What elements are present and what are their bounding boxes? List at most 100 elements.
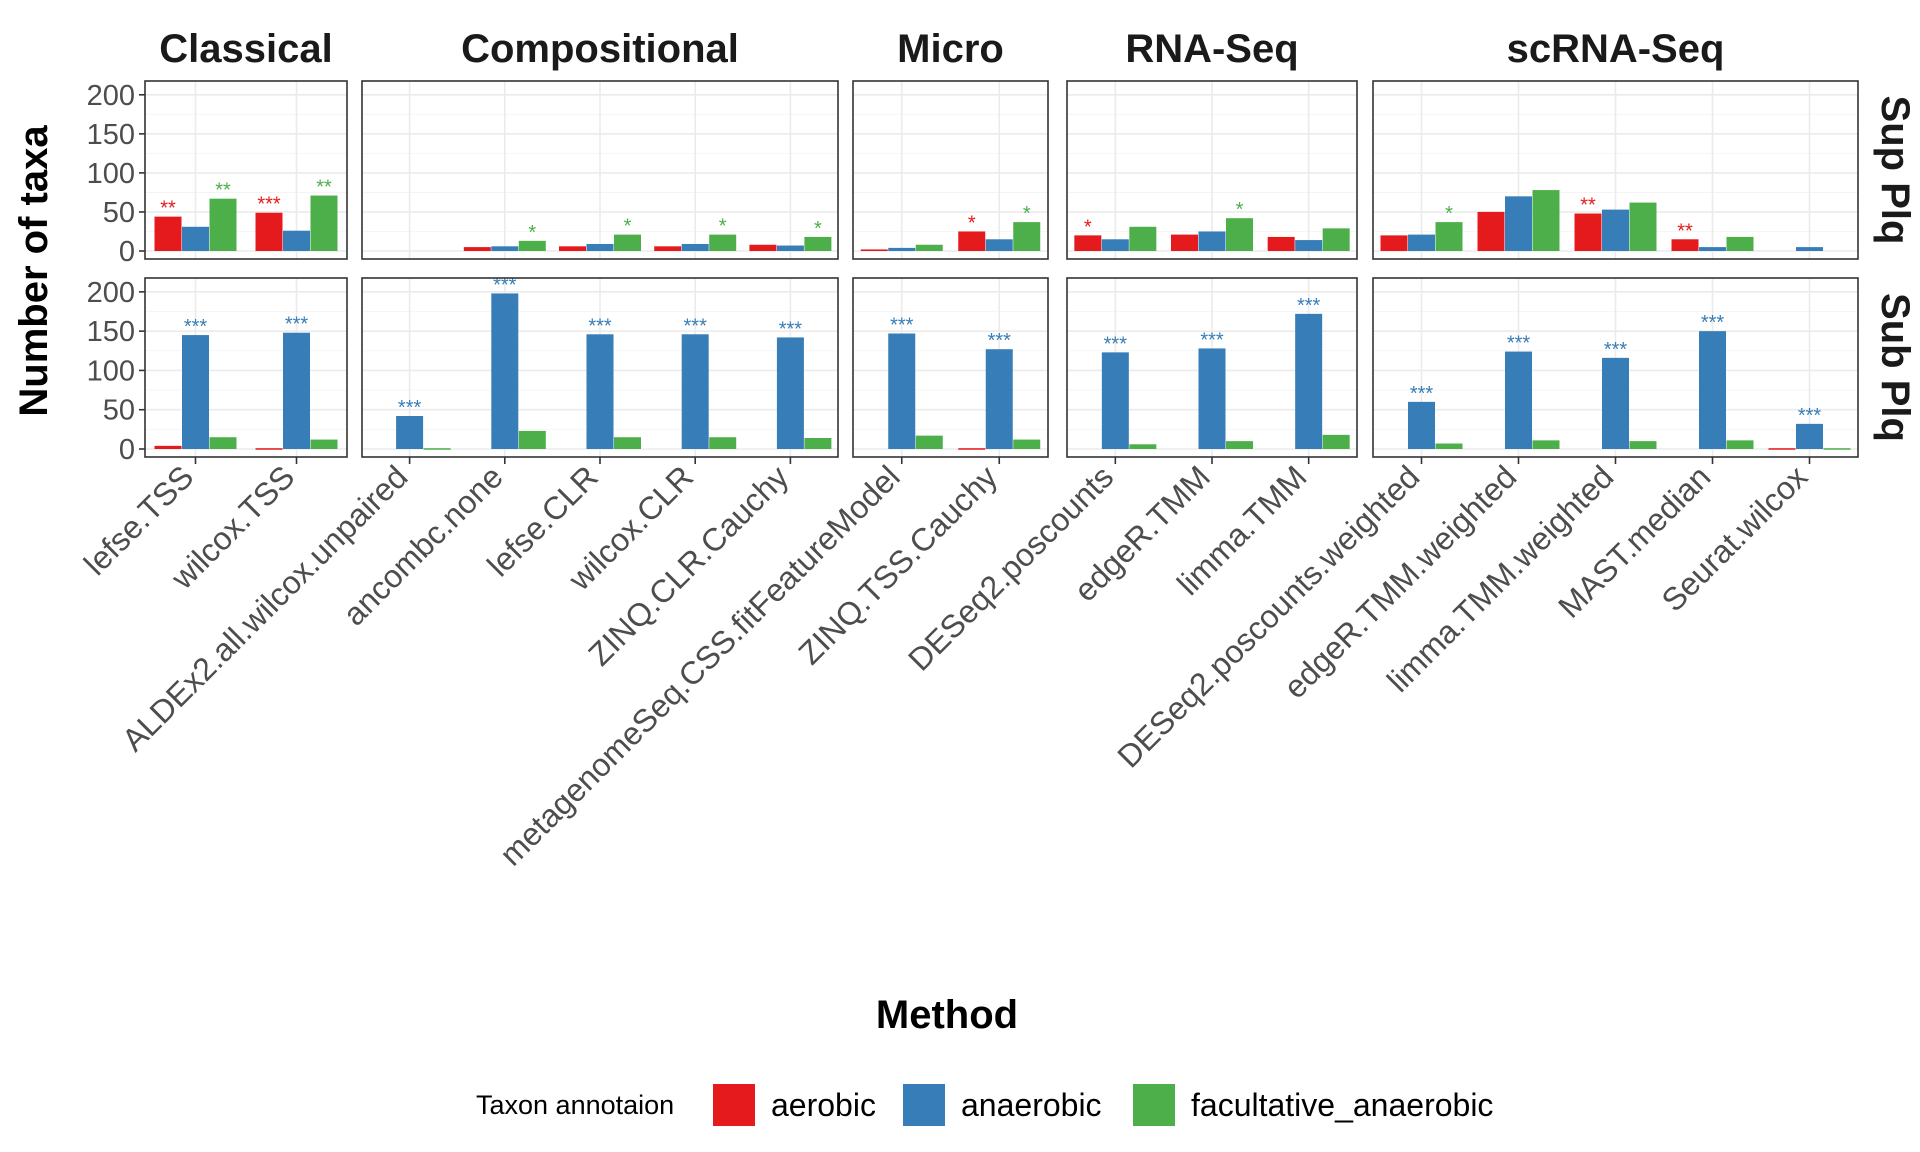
significance-label: *** [398, 397, 422, 419]
bar-facultative_anaerobic [804, 236, 832, 251]
significance-label: *** [684, 315, 708, 337]
x-axis-title: Method [876, 993, 1018, 1037]
bar-facultative_anaerobic [1013, 222, 1041, 251]
bar-aerobic [749, 244, 777, 251]
bar-aerobic [1671, 239, 1699, 251]
significance-label: *** [890, 315, 914, 337]
bar-aerobic [463, 247, 491, 251]
y-tick-label: 200 [87, 80, 135, 112]
bar-facultative_anaerobic [1129, 444, 1157, 449]
facet-title: scRNA-Seq [1507, 27, 1725, 71]
significance-label: *** [1104, 333, 1128, 355]
bar-anaerobic [283, 230, 310, 251]
significance-label: * [814, 218, 822, 240]
bar-facultative_anaerobic [209, 437, 237, 449]
bar-anaerobic [681, 243, 709, 251]
legend-label: aerobic [771, 1087, 876, 1123]
bar-aerobic [1768, 448, 1796, 450]
significance-label: * [528, 222, 536, 244]
bar-aerobic [1171, 234, 1198, 251]
y-tick-label: 150 [87, 119, 135, 151]
panel-border [144, 277, 348, 458]
bar-anaerobic [396, 416, 424, 449]
significance-label: *** [1297, 295, 1321, 317]
bar-aerobic [1380, 235, 1408, 251]
bar-aerobic [154, 216, 182, 251]
bar-aerobic [958, 231, 986, 251]
significance-label: *** [1200, 329, 1224, 351]
significance-label: * [719, 216, 727, 238]
bar-facultative_anaerobic [518, 430, 546, 449]
facet-panel: * * * * Compositional [361, 27, 839, 260]
bar-anaerobic [491, 293, 519, 449]
significance-label: *** [1410, 383, 1434, 405]
significance-label: * [968, 212, 976, 234]
bar-anaerobic [1796, 247, 1823, 251]
bar-facultative_anaerobic [1129, 226, 1157, 251]
panel-border [361, 80, 839, 260]
facet-title: Classical [159, 27, 332, 71]
bar-facultative_anaerobic [1629, 202, 1657, 251]
bar-facultative_anaerobic [1823, 448, 1851, 450]
bar-anaerobic [1408, 401, 1435, 449]
bar-anaerobic [1699, 331, 1726, 449]
significance-label: *** [1604, 339, 1628, 361]
facet-panel: * ****scRNA-Seq [1372, 27, 1859, 260]
bar-facultative_anaerobic [518, 240, 546, 251]
bar-aerobic [860, 249, 888, 251]
significance-label: * [1084, 216, 1092, 238]
bar-anaerobic [1505, 351, 1532, 449]
panel-border [144, 80, 348, 260]
bar-anaerobic [888, 247, 916, 251]
bar-facultative_anaerobic [709, 437, 737, 449]
bar-anaerobic [1796, 423, 1823, 449]
panel-border [1066, 80, 1358, 260]
facet-panel: * * RNA-Seq [1066, 27, 1358, 260]
bar-facultative_anaerobic [209, 198, 237, 251]
significance-label: *** [988, 330, 1012, 352]
bar-anaerobic [1602, 357, 1629, 449]
bar-anaerobic [888, 333, 916, 449]
bar-anaerobic [586, 334, 614, 449]
bar-aerobic [1477, 211, 1505, 251]
bar-facultative_anaerobic [915, 244, 943, 251]
y-tick-label: 200 [87, 277, 135, 309]
bar-aerobic [1074, 235, 1102, 251]
y-tick-label: 100 [87, 158, 135, 190]
y-axis-title: Number of taxa [12, 125, 56, 417]
bar-anaerobic [1295, 313, 1323, 449]
bar-anaerobic [1198, 231, 1226, 251]
legend-label: facultative_anaerobic [1191, 1087, 1493, 1123]
significance-label: *** [493, 274, 517, 296]
significance-label: *** [257, 194, 281, 216]
bar-anaerobic [776, 337, 804, 449]
bar-facultative_anaerobic [915, 435, 943, 449]
bar-aerobic [559, 246, 586, 251]
significance-label: ** [316, 177, 332, 199]
panel-border [852, 80, 1049, 260]
bar-facultative_anaerobic [709, 234, 737, 251]
bar-facultative_anaerobic [1726, 440, 1754, 449]
y-tick-label: 150 [87, 316, 135, 348]
significance-label: * [624, 216, 632, 238]
facet-panel: * * Micro [852, 27, 1049, 260]
bar-facultative_anaerobic [1726, 236, 1754, 251]
significance-label: *** [1798, 405, 1822, 427]
legend: Taxon annotaion aerobic anaerobic facultat… [476, 1084, 1493, 1126]
bar-anaerobic [491, 246, 519, 251]
bar-anaerobic [985, 239, 1013, 251]
significance-label: *** [779, 318, 803, 340]
bar-facultative_anaerobic [1013, 439, 1041, 449]
significance-label: ** [1677, 220, 1693, 242]
bar-anaerobic [776, 245, 804, 251]
bar-facultative_anaerobic [804, 438, 832, 449]
y-tick-label: 0 [119, 434, 135, 466]
legend-swatch-anaerobic [903, 1084, 945, 1126]
bar-aerobic [255, 212, 283, 251]
y-tick-label: 0 [119, 236, 135, 268]
bar-anaerobic [681, 334, 709, 449]
bar-facultative_anaerobic [1532, 440, 1560, 449]
bar-aerobic [654, 246, 682, 251]
